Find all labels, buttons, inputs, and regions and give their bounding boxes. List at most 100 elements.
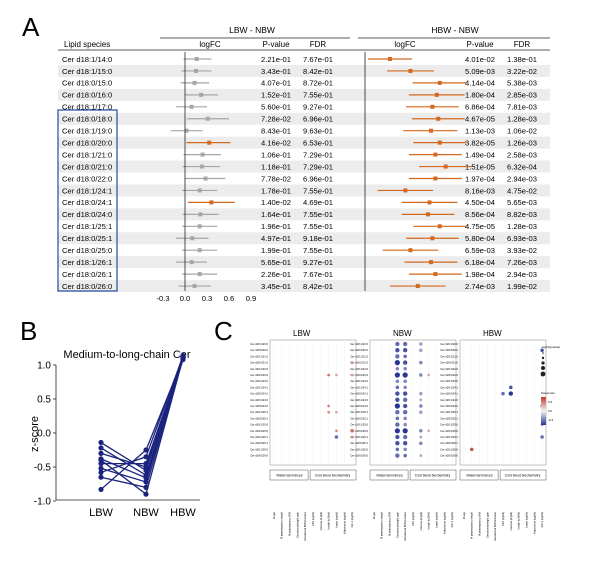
fdr-left: 7.55e-01 (303, 246, 333, 255)
row-stripes (58, 64, 550, 293)
lipid-label: Cer d18:0/21:0 (440, 361, 458, 365)
p-value-right: 2.74e-03 (465, 282, 495, 291)
row-stripe (58, 64, 550, 77)
series-line (98, 352, 186, 470)
fdr-right: 6.93e-03 (507, 234, 537, 243)
chart-title: Medium-to-long-chain Cer (63, 349, 190, 361)
correlation-dot (350, 361, 354, 364)
fdr-right: 7.26e-03 (507, 258, 537, 267)
lipid-name: Cer d18:1/15:0 (62, 67, 112, 76)
p-value-right: 4.50e-04 (465, 198, 495, 207)
lipid-label: Cer d18:1/25:0 (350, 423, 368, 427)
estimate-right (428, 128, 433, 133)
logfc-axis: -0.3 0.0 0.3 0.6 0.9 (156, 294, 256, 303)
correlation-dot (403, 367, 407, 371)
fdr-left: 7.55e-01 (303, 91, 333, 100)
variable-label: M prepregnancy BMI (478, 512, 482, 536)
lipid-label: Cer d18:0/24:0 (250, 404, 268, 408)
fdr-right: 4.75e-02 (507, 186, 537, 195)
lipid-label: Cer d18:0/24:0 (350, 404, 368, 408)
correlation-dot (395, 453, 400, 458)
correlation-dot (419, 398, 423, 402)
p-value-left: 1.78e-01 (261, 186, 291, 195)
table-row: Cer d18:0/18:0 7.28e-02 6.96e-01 4.67e-05 1.… (62, 115, 537, 124)
lipid-label: Cer d18:0/25:0 (440, 429, 458, 433)
correlation-dot (395, 367, 400, 371)
lipid-label: Cer d18:0/26:1 (440, 441, 458, 445)
fdr-left: 7.29e-01 (303, 162, 333, 171)
lipid-label: Cer d18:0/26:0 (440, 454, 458, 458)
estimate-right (408, 68, 413, 73)
correlation-dot (419, 373, 423, 377)
fdr-right: 1.26e-03 (507, 138, 537, 147)
variable-label: AFN (ng/ml) (501, 512, 505, 526)
p-value-left: 1.40e-02 (261, 198, 291, 207)
estimate-right (430, 236, 435, 241)
estimate-left (190, 236, 195, 241)
correlation-dot (327, 410, 330, 414)
y-tick-label: -1.0 (34, 497, 52, 508)
variable-label: Insulin (uIU/ml) (427, 512, 431, 530)
correlation-dot (335, 373, 338, 377)
correlation-dot (394, 360, 400, 366)
bracket-label-maternal: Maternal indices (466, 474, 492, 478)
legend: -log10(pvalue) Spearman 0.3 0.0 -0.3 (540, 345, 560, 425)
data-point (143, 454, 149, 460)
lipid-label: Cer d18:1/22:0 (440, 367, 458, 371)
y-axis-label: z-score (29, 416, 41, 452)
p-value-left: 2.21e-01 (261, 55, 291, 64)
lipid-label: Cer d18:1/26:1 (350, 435, 368, 439)
estimate-left (207, 140, 212, 145)
lipid-name: Cer d18:0/15:0 (62, 79, 112, 88)
data-point (98, 445, 104, 451)
lipid-name: Cer d18:1/26:1 (62, 258, 112, 267)
bracket-cord (309, 469, 357, 481)
correlation-dot (395, 348, 400, 353)
variable-label: Gestational BMI increase (403, 511, 407, 541)
table-row: Cer d18:1/26:1 5.65e-01 9.27e-01 6.18e-04 7.… (62, 258, 537, 267)
correlation-dot (395, 422, 400, 427)
col-header-p-right: P-value (466, 40, 494, 49)
lipid-name: Cer d18:0/24:1 (62, 198, 112, 207)
fdr-right: 1.99e-02 (507, 282, 537, 291)
p-value-right: 4.67e-05 (465, 115, 495, 124)
p-value-left: 7.78e-02 (261, 174, 291, 183)
bracket-maternal (459, 469, 499, 481)
correlation-dot (403, 341, 408, 347)
y-tick-label: 0.0 (37, 429, 51, 440)
bracket-maternal (269, 469, 309, 481)
lipid-label: Cer d18:1/24:0 (350, 398, 368, 402)
estimate-left (200, 152, 205, 157)
fdr-left: 7.29e-01 (303, 150, 333, 159)
panel-label-b: B (20, 316, 37, 346)
correlation-dot (395, 410, 400, 415)
lipid-label: Cer d18:1/25:1 (350, 410, 368, 414)
series-lines (98, 352, 186, 497)
estimate-right (426, 212, 431, 217)
variable-label: M prepregnancy BMI (388, 512, 392, 536)
correlation-dot (395, 379, 400, 383)
fdr-left: 6.53e-01 (303, 138, 333, 147)
data-point (98, 450, 104, 456)
lipid-label: Cer d18:0/25:1 (250, 416, 268, 420)
table-row: Cer d18:1/24:1 1.78e-01 7.55e-01 8.16e-03 4.… (62, 186, 537, 195)
p-value-left: 4.97e-01 (261, 234, 291, 243)
fdr-left: 9.27e-01 (303, 103, 333, 112)
fdr-left: 7.55e-01 (303, 210, 333, 219)
size-legend-title: -log10(pvalue) (541, 345, 560, 349)
data-point (180, 355, 186, 361)
correlation-dot (419, 391, 423, 396)
correlation-dot (403, 397, 408, 402)
fdr-right: 2.94e-03 (507, 174, 537, 183)
fdr-left: 9.63e-01 (303, 127, 333, 136)
correlation-dot (419, 342, 423, 346)
estimate-right (437, 80, 442, 85)
fdr-right: 1.28e-03 (507, 115, 537, 124)
lipid-label: Cer d18:0/22:0 (440, 373, 458, 377)
correlation-dot (427, 429, 430, 433)
bracket-cord (409, 469, 457, 481)
p-value-left: 1.18e-01 (261, 162, 291, 171)
lipid-label: Cer d18:0/20:0 (350, 348, 368, 352)
lipid-name: Cer d18:0/26:1 (62, 270, 112, 279)
size-legend-dot (540, 371, 546, 377)
